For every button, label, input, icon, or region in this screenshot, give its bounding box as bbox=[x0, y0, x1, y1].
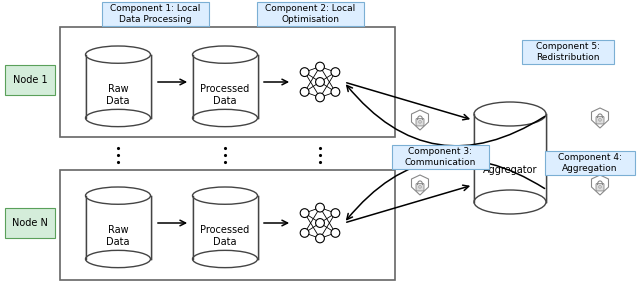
Circle shape bbox=[316, 77, 324, 86]
FancyBboxPatch shape bbox=[416, 183, 424, 191]
Text: Processed
Data: Processed Data bbox=[200, 84, 250, 106]
Text: Node 1: Node 1 bbox=[13, 75, 47, 85]
FancyBboxPatch shape bbox=[5, 65, 55, 95]
Circle shape bbox=[316, 62, 324, 71]
FancyBboxPatch shape bbox=[257, 2, 364, 26]
Circle shape bbox=[331, 209, 340, 218]
Circle shape bbox=[316, 93, 324, 102]
Bar bbox=[474, 114, 546, 202]
FancyBboxPatch shape bbox=[545, 151, 635, 175]
Text: Component 4:
Aggregation: Component 4: Aggregation bbox=[558, 153, 622, 173]
Ellipse shape bbox=[474, 102, 546, 126]
Circle shape bbox=[316, 234, 324, 243]
Text: Aggregator: Aggregator bbox=[483, 165, 537, 175]
Text: Node N: Node N bbox=[12, 218, 48, 228]
Ellipse shape bbox=[193, 46, 257, 63]
Circle shape bbox=[300, 68, 309, 77]
FancyBboxPatch shape bbox=[416, 119, 424, 126]
Circle shape bbox=[331, 68, 340, 77]
Ellipse shape bbox=[86, 46, 150, 63]
FancyBboxPatch shape bbox=[5, 208, 55, 238]
Ellipse shape bbox=[193, 187, 257, 204]
Polygon shape bbox=[591, 108, 609, 128]
Ellipse shape bbox=[474, 190, 546, 214]
Text: Raw
Data: Raw Data bbox=[106, 84, 130, 106]
Bar bbox=[193, 196, 257, 259]
Text: Processed
Data: Processed Data bbox=[200, 225, 250, 247]
Ellipse shape bbox=[193, 250, 257, 268]
Circle shape bbox=[419, 121, 421, 123]
Bar bbox=[193, 55, 257, 118]
Ellipse shape bbox=[86, 187, 150, 204]
Circle shape bbox=[300, 209, 309, 218]
Polygon shape bbox=[412, 110, 429, 130]
Circle shape bbox=[316, 219, 324, 227]
Circle shape bbox=[331, 228, 340, 237]
FancyBboxPatch shape bbox=[596, 117, 604, 124]
FancyBboxPatch shape bbox=[596, 183, 604, 191]
Text: Component 3:
Communication: Component 3: Communication bbox=[404, 147, 476, 167]
Circle shape bbox=[331, 88, 340, 96]
Bar bbox=[86, 196, 150, 259]
Text: Component 1: Local
Data Processing: Component 1: Local Data Processing bbox=[110, 4, 200, 24]
Circle shape bbox=[419, 186, 421, 188]
Circle shape bbox=[599, 186, 601, 188]
FancyBboxPatch shape bbox=[102, 2, 209, 26]
Bar bbox=[86, 55, 150, 118]
Circle shape bbox=[316, 203, 324, 212]
FancyBboxPatch shape bbox=[522, 40, 614, 64]
Bar bbox=[60, 27, 395, 137]
Bar bbox=[60, 170, 395, 280]
Circle shape bbox=[300, 228, 309, 237]
Text: Raw
Data: Raw Data bbox=[106, 225, 130, 247]
FancyBboxPatch shape bbox=[392, 145, 488, 169]
Circle shape bbox=[300, 88, 309, 96]
Polygon shape bbox=[412, 175, 429, 195]
Ellipse shape bbox=[193, 109, 257, 127]
Polygon shape bbox=[591, 175, 609, 195]
Text: Component 2: Local
Optimisation: Component 2: Local Optimisation bbox=[265, 4, 355, 24]
Ellipse shape bbox=[86, 109, 150, 127]
Ellipse shape bbox=[86, 250, 150, 268]
Text: Component 5:
Redistribution: Component 5: Redistribution bbox=[536, 42, 600, 62]
Circle shape bbox=[599, 119, 601, 121]
